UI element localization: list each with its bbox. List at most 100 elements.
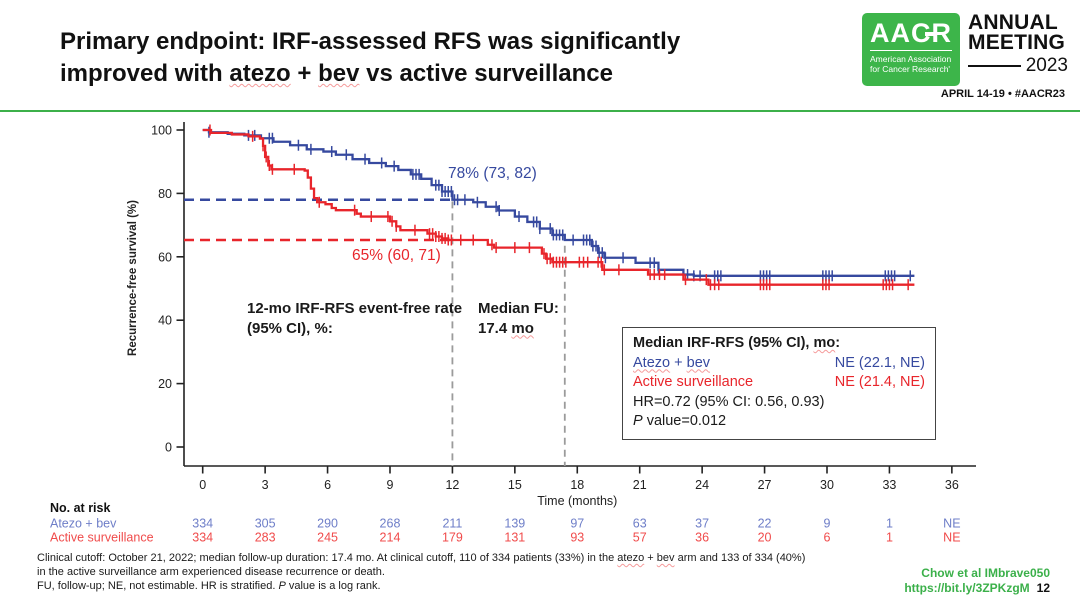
risk-count: 305 [255, 517, 276, 531]
footnote-line1-b: arm and 133 of 334 (40%) [674, 552, 806, 564]
citation-link-row: https://bit.ly/3ZPKzgM 12 [904, 581, 1050, 596]
median-rfs-stats-box: Median IRF-RFS (95% CI), mo: Atezo + bev… [622, 327, 936, 440]
risk-count: 1 [886, 517, 893, 531]
risk-count: 6 [824, 531, 831, 545]
surveillance-rate-annotation: 65% (60, 71) [352, 247, 441, 264]
title-line2-prefix: improved with [60, 60, 230, 87]
aacr-acronym: AACR [870, 20, 952, 47]
citation-link[interactable]: https://bit.ly/3ZPKzgM [904, 581, 1030, 595]
y-tick-label: 100 [151, 124, 172, 138]
meeting-dates: APRIL 14-19 • #AACR23 [940, 88, 1065, 100]
aacr-tagline-line2: for Cancer Research' [870, 64, 951, 74]
stats-surveillance-value: NE (21.4, NE) [834, 374, 925, 390]
stats-title-mo: mo [813, 335, 836, 351]
median-fu-line1: Median FU: [478, 300, 559, 317]
risk-row-label-surveillance: Active surveillance [50, 531, 154, 545]
risk-count: 57 [633, 531, 647, 545]
median-fu-unit: mo [511, 319, 534, 337]
x-tick-label: 0 [199, 478, 206, 492]
x-tick-label: 3 [262, 478, 269, 492]
citation-authors: Chow et al IMbrave050 [921, 566, 1050, 580]
x-tick-label: 6 [324, 478, 331, 492]
risk-count: 290 [317, 517, 338, 531]
rate-label-annotation: 12-mo IRF-RFS event-free rate (95% CI), … [247, 300, 463, 337]
x-tick-label: 15 [508, 478, 522, 492]
risk-count: 214 [380, 531, 401, 545]
median-fu-annotation: Median FU: 17.4 mo [478, 299, 588, 338]
x-tick-label: 21 [633, 478, 647, 492]
risk-count: 63 [633, 517, 647, 531]
slide-title-line1: Primary endpoint: IRF-assessed RFS was s… [60, 28, 681, 55]
risk-count: 20 [758, 531, 772, 545]
risk-count: 268 [380, 517, 401, 531]
x-tick-label: 30 [820, 478, 834, 492]
risk-table-header: No. at risk [50, 501, 110, 515]
risk-count: 139 [504, 517, 525, 531]
risk-count: 131 [504, 531, 525, 545]
meeting-word: MEETING [968, 31, 1066, 54]
risk-count: 245 [317, 531, 338, 545]
y-axis-title: Recurrence-free survival (%) [127, 200, 139, 356]
y-tick-label: 80 [158, 187, 172, 201]
slide-page-number: 12 [1036, 581, 1050, 595]
title-word-bev: bev [318, 60, 360, 87]
risk-count: 97 [570, 517, 584, 531]
km-curve-atezo [202, 128, 915, 277]
citation: Chow et al IMbrave050 https://bit.ly/3ZP… [904, 566, 1050, 596]
meeting-year: 2023 [1025, 55, 1068, 76]
aacr-tagline: American Association for Cancer Research… [870, 54, 952, 74]
x-tick-label: 12 [445, 478, 459, 492]
stats-row-surveillance: Active surveillance NE (21.4, NE) [633, 373, 925, 393]
aacr-logo-separator [870, 50, 952, 51]
title-plus: + [290, 60, 319, 87]
x-tick-label: 36 [945, 478, 959, 492]
x-tick-label: 33 [882, 478, 896, 492]
footnote-line3: FU, follow-up; NE, not estimable. HR is … [37, 579, 897, 593]
survival-curves [202, 124, 915, 291]
risk-row-label-atezo: Atezo + bev [50, 517, 117, 531]
footnote-line1-a: Clinical cutoff: October 21, 2022; media… [37, 552, 618, 564]
stats-hr-line: HR=0.72 (95% CI: 0.56, 0.93) [633, 393, 825, 410]
footnote-bev-word: bev [656, 552, 675, 564]
x-tick-label: 18 [570, 478, 584, 492]
stats-p-value: value=0.012 [642, 413, 727, 429]
stats-atezo-value: NE (22.1, NE) [834, 354, 925, 371]
stats-atezo-plus: + [670, 354, 687, 371]
footnote-line1: Clinical cutoff: October 21, 2022; media… [37, 551, 897, 565]
stats-title-prefix: Median IRF-RFS (95% CI), [633, 335, 814, 351]
x-tick-label: 9 [387, 478, 394, 492]
aacr-logo: AACR American Association for Cancer Res… [862, 13, 960, 86]
footnote-atezo-word: atezo [617, 552, 645, 564]
stats-row-atezo: Atezo + bev NE (22.1, NE) [633, 354, 925, 374]
risk-table: No. at risk Atezo + bev 334 305 290 268 211 139… [50, 501, 961, 545]
aacr-acronym-text: AACR [870, 18, 952, 48]
stats-atezo-label: Atezo + bev [633, 354, 710, 374]
stats-p-symbol: P [633, 413, 643, 429]
x-tick-label: 24 [695, 478, 709, 492]
risk-count: 22 [758, 517, 772, 531]
risk-count: 36 [695, 531, 709, 545]
header-divider-rule [0, 110, 1080, 112]
annual-word: ANNUAL [968, 11, 1058, 34]
title-word-atezo: atezo [229, 60, 291, 87]
title-line2-suffix: vs active surveillance [359, 60, 613, 87]
footnote-plus: + [644, 552, 657, 564]
risk-count: NE [943, 531, 960, 545]
footnote-line2: in the active surveillance arm experienc… [37, 566, 385, 578]
footnote-p-symbol: P [278, 580, 286, 592]
footnote-line3-b: value is a log rank. [285, 580, 381, 592]
stats-title-colon: : [835, 335, 841, 351]
risk-count: 9 [824, 517, 831, 531]
risk-count: 37 [695, 517, 709, 531]
aacr-logo-bar [925, 32, 935, 36]
y-tick-label: 20 [158, 377, 172, 391]
year-row: 2023 [968, 56, 1068, 75]
annual-meeting-lockup: ANNUAL MEETING 2023 [968, 11, 1068, 75]
risk-count: 1 [886, 531, 893, 545]
stats-p-line: P value=0.012 [633, 412, 925, 432]
km-curve-surveillance [202, 128, 915, 286]
slide-title-line2: improved with atezo + bev vs active surv… [60, 58, 860, 90]
